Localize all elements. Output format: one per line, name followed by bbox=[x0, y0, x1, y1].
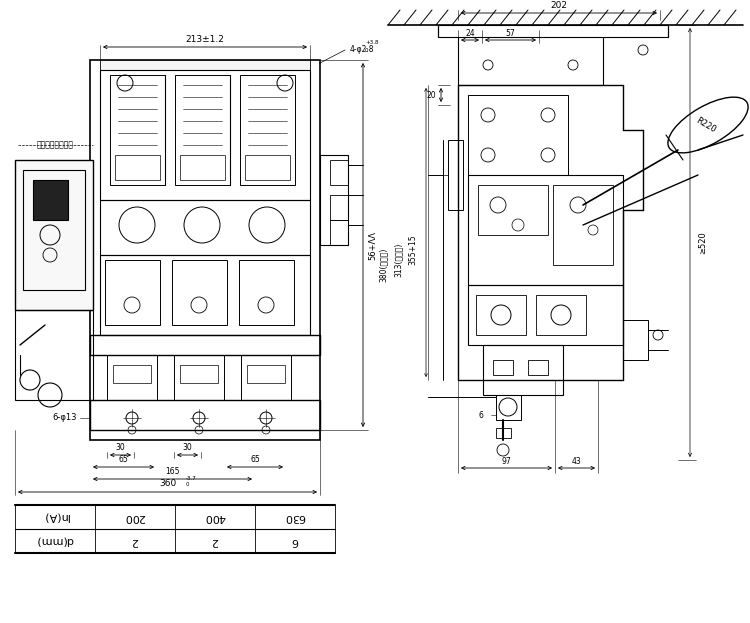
Text: 200: 200 bbox=[124, 512, 146, 522]
Text: 30: 30 bbox=[183, 444, 192, 452]
Bar bbox=[247, 365, 285, 383]
Text: 202: 202 bbox=[550, 1, 568, 9]
Text: 380(弹簧型): 380(弹簧型) bbox=[379, 248, 388, 282]
Text: 30: 30 bbox=[116, 444, 125, 452]
Text: 630: 630 bbox=[284, 512, 305, 522]
Text: 65: 65 bbox=[118, 455, 128, 465]
Bar bbox=[241, 355, 291, 400]
Bar bbox=[448, 140, 463, 210]
Bar bbox=[180, 155, 225, 180]
Bar bbox=[90, 400, 320, 430]
Text: 355+15: 355+15 bbox=[409, 235, 418, 265]
Bar bbox=[110, 75, 165, 185]
Bar bbox=[483, 345, 563, 395]
Bar bbox=[478, 185, 548, 235]
Bar bbox=[330, 160, 348, 185]
Bar bbox=[105, 260, 160, 325]
Text: 65: 65 bbox=[250, 455, 259, 465]
Bar bbox=[107, 355, 157, 400]
Text: 6-φ13: 6-φ13 bbox=[53, 414, 77, 422]
Text: 313(电磁型): 313(电磁型) bbox=[394, 243, 403, 277]
Bar bbox=[90, 60, 320, 440]
Bar bbox=[23, 170, 85, 290]
Bar bbox=[245, 155, 290, 180]
Text: 0: 0 bbox=[365, 49, 368, 54]
Text: 6: 6 bbox=[292, 536, 298, 546]
Bar bbox=[100, 60, 310, 70]
Text: 400: 400 bbox=[205, 512, 226, 522]
Text: 360: 360 bbox=[159, 478, 176, 488]
Text: ≥520: ≥520 bbox=[698, 231, 707, 254]
Text: In(A): In(A) bbox=[42, 512, 68, 522]
Bar bbox=[115, 155, 160, 180]
Bar bbox=[496, 395, 521, 420]
Bar bbox=[175, 75, 230, 185]
Bar bbox=[33, 180, 68, 220]
Text: 20: 20 bbox=[426, 90, 436, 100]
Bar bbox=[100, 200, 310, 255]
Bar bbox=[180, 365, 218, 383]
Text: 213±1.2: 213±1.2 bbox=[185, 34, 224, 44]
Bar bbox=[172, 260, 227, 325]
Bar bbox=[330, 195, 348, 220]
Text: -3.7: -3.7 bbox=[185, 475, 196, 480]
Text: 4-φ2.8: 4-φ2.8 bbox=[350, 45, 374, 54]
Bar bbox=[468, 175, 623, 285]
Bar bbox=[528, 360, 548, 375]
Text: R220: R220 bbox=[694, 116, 718, 135]
Bar bbox=[113, 365, 151, 383]
Text: +3.8: +3.8 bbox=[365, 40, 379, 45]
Bar bbox=[15, 160, 93, 310]
Text: 2: 2 bbox=[211, 536, 218, 546]
Bar bbox=[496, 428, 511, 438]
Text: 165: 165 bbox=[165, 467, 180, 477]
Bar bbox=[239, 260, 294, 325]
Bar bbox=[536, 295, 586, 335]
Text: 24: 24 bbox=[465, 29, 475, 37]
Bar bbox=[468, 95, 568, 175]
Text: 57: 57 bbox=[506, 29, 515, 37]
Bar bbox=[438, 25, 668, 37]
Bar bbox=[493, 360, 513, 375]
Text: 56+ΛΛ: 56+ΛΛ bbox=[368, 231, 377, 260]
Bar bbox=[15, 310, 93, 400]
Text: d(mm): d(mm) bbox=[36, 536, 74, 546]
Bar bbox=[320, 155, 348, 245]
Bar bbox=[100, 255, 310, 335]
Bar bbox=[174, 355, 224, 400]
Text: 97: 97 bbox=[502, 457, 512, 465]
Text: 2: 2 bbox=[131, 536, 139, 546]
Bar bbox=[330, 220, 348, 245]
Text: 43: 43 bbox=[572, 457, 581, 465]
Bar bbox=[90, 335, 320, 355]
Bar bbox=[100, 70, 310, 200]
Text: 6: 6 bbox=[478, 411, 484, 419]
Bar bbox=[240, 75, 295, 185]
Bar bbox=[476, 295, 526, 335]
Text: 电磁脱扣释放机构: 电磁脱扣释放机构 bbox=[37, 141, 74, 150]
Bar bbox=[468, 285, 623, 345]
Bar bbox=[553, 185, 613, 265]
Bar bbox=[623, 320, 648, 360]
Text: 0: 0 bbox=[185, 482, 189, 487]
